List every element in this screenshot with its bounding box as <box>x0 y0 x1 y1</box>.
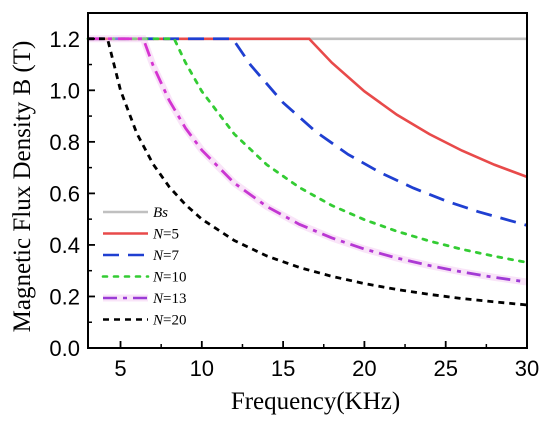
x-tick-label: 30 <box>515 356 539 381</box>
y-tick-label: 0.0 <box>49 336 80 361</box>
legend: Bs N=5 N=7 N=10 N=13 N=20 <box>101 205 186 329</box>
x-tick-label: 5 <box>114 356 126 381</box>
series-line-n10 <box>86 37 529 264</box>
plot-frame <box>87 12 528 349</box>
y-tick-label: 1.0 <box>49 78 80 103</box>
y-axis-title: Magnetic Flux Density B (T) <box>9 41 36 333</box>
y-tick-label: 0.6 <box>49 181 80 206</box>
y-tick-label: 0.4 <box>49 233 80 258</box>
x-tick-label: 10 <box>190 356 214 381</box>
legend-label-bs: Bs <box>153 205 168 221</box>
series-line-n13 <box>88 37 528 284</box>
series-glow-n13 <box>88 35 528 286</box>
series-line-n20 <box>88 37 528 307</box>
series-line-n7 <box>88 37 528 227</box>
legend-label-n5: N=5 <box>152 227 179 243</box>
x-tick-label: 15 <box>271 356 295 381</box>
y-axis: 0.0 0.2 0.4 0.6 0.8 1.0 1.2 <box>49 27 95 361</box>
x-tick-label: 20 <box>352 356 376 381</box>
y-tick-label: 0.2 <box>49 284 80 309</box>
x-tick-label: 25 <box>433 356 457 381</box>
x-axis-title: Frequency(KHz) <box>231 388 400 415</box>
y-tick-label: 0.8 <box>49 130 80 155</box>
legend-label-n10: N=10 <box>152 270 186 286</box>
series-line-n5 <box>88 37 528 179</box>
y-tick-label: 1.2 <box>49 27 80 52</box>
series-layer <box>86 35 529 307</box>
legend-label-n7: N=7 <box>152 248 179 264</box>
legend-label-n20: N=20 <box>152 313 186 329</box>
legend-label-n13: N=13 <box>152 291 186 307</box>
x-axis: 5 10 15 20 25 30 <box>114 341 539 381</box>
